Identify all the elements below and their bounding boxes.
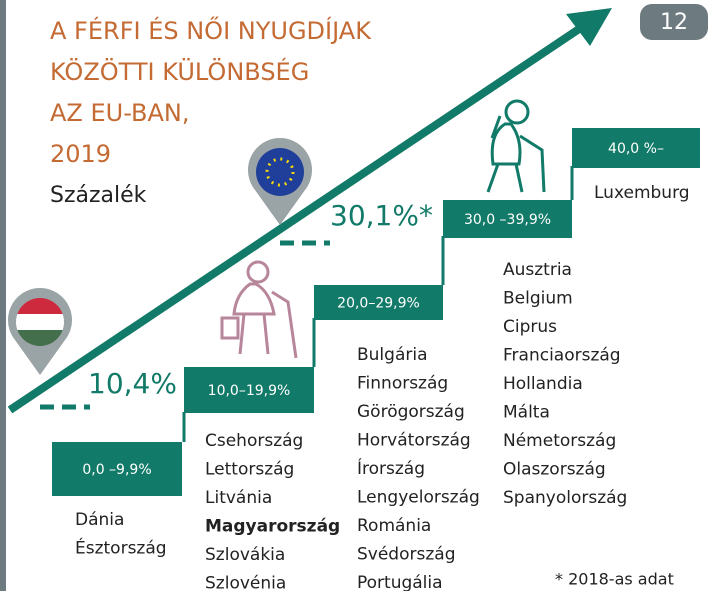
country-name: Hollandia [503, 374, 583, 394]
step-label: 30,0 –39,9% [464, 212, 551, 228]
step-label: 0,0 –9,9% [82, 462, 151, 478]
eu-pin [247, 138, 312, 225]
page-number: 12 [660, 10, 688, 35]
country-name: Málta [503, 403, 550, 423]
marker-lines [40, 240, 330, 410]
country-name: Litvánia [205, 488, 272, 508]
country-name: Finnország [357, 374, 448, 394]
step-label: 20,0–29,9% [337, 296, 420, 312]
country-name: Görögország [357, 402, 465, 422]
country-name: Németország [503, 431, 616, 451]
country-name: Olaszország [503, 460, 606, 480]
page-badge [640, 4, 708, 40]
hungary-pin [8, 288, 73, 375]
country-name: Románia [357, 516, 431, 536]
step-box [314, 285, 443, 320]
step-box [572, 128, 700, 168]
step-box [443, 200, 572, 238]
country-name: Portugália [357, 573, 443, 591]
country-name: Lettország [205, 460, 294, 480]
country-name: Horvátország [357, 431, 471, 451]
country-name: Ausztria [503, 260, 572, 280]
step-box [184, 367, 314, 413]
title-line: AZ EU-BAN, [50, 99, 190, 127]
country-name: Csehország [205, 431, 303, 451]
country-name: Belgium [503, 289, 573, 309]
country-name: Svédország [357, 545, 455, 565]
country-name: Spanyolország [503, 488, 627, 508]
elderly-woman-icon [220, 260, 298, 359]
subtitle: Százalék [50, 183, 147, 208]
country-name: Luxemburg [594, 183, 690, 203]
country-name: Lengyelország [357, 488, 480, 508]
trend-arrow [7, 8, 612, 414]
marker-label: 10,4% [88, 367, 177, 400]
country-name: Bulgária [357, 345, 428, 365]
side-strip [0, 0, 6, 591]
country-name: Magyarország [205, 517, 340, 537]
country-name: Ciprus [503, 317, 557, 337]
step-box [52, 442, 182, 496]
country-name: Dánia [75, 510, 124, 530]
title-line: 2019 [50, 140, 111, 168]
country-name: Írország [357, 457, 425, 479]
country-name: Szlovénia [205, 574, 286, 592]
country-name: Franciaország [503, 346, 621, 366]
country-name: Szlovákia [205, 545, 285, 565]
country-name: Észtország [75, 537, 167, 559]
step-label: 10,0–19,9% [208, 383, 291, 399]
elderly-man-icon [486, 99, 546, 193]
title-line: A FÉRFI ÉS NŐI NYUGDÍJAK [50, 15, 372, 45]
marker-label: 30,1%* [330, 199, 433, 232]
step-label: 40,0 %– [608, 141, 664, 157]
title-line: KÖZÖTTI KÜLÖNBSÉG [50, 57, 309, 86]
footnote: * 2018-as adat [555, 570, 674, 589]
step-connectors [182, 166, 574, 442]
